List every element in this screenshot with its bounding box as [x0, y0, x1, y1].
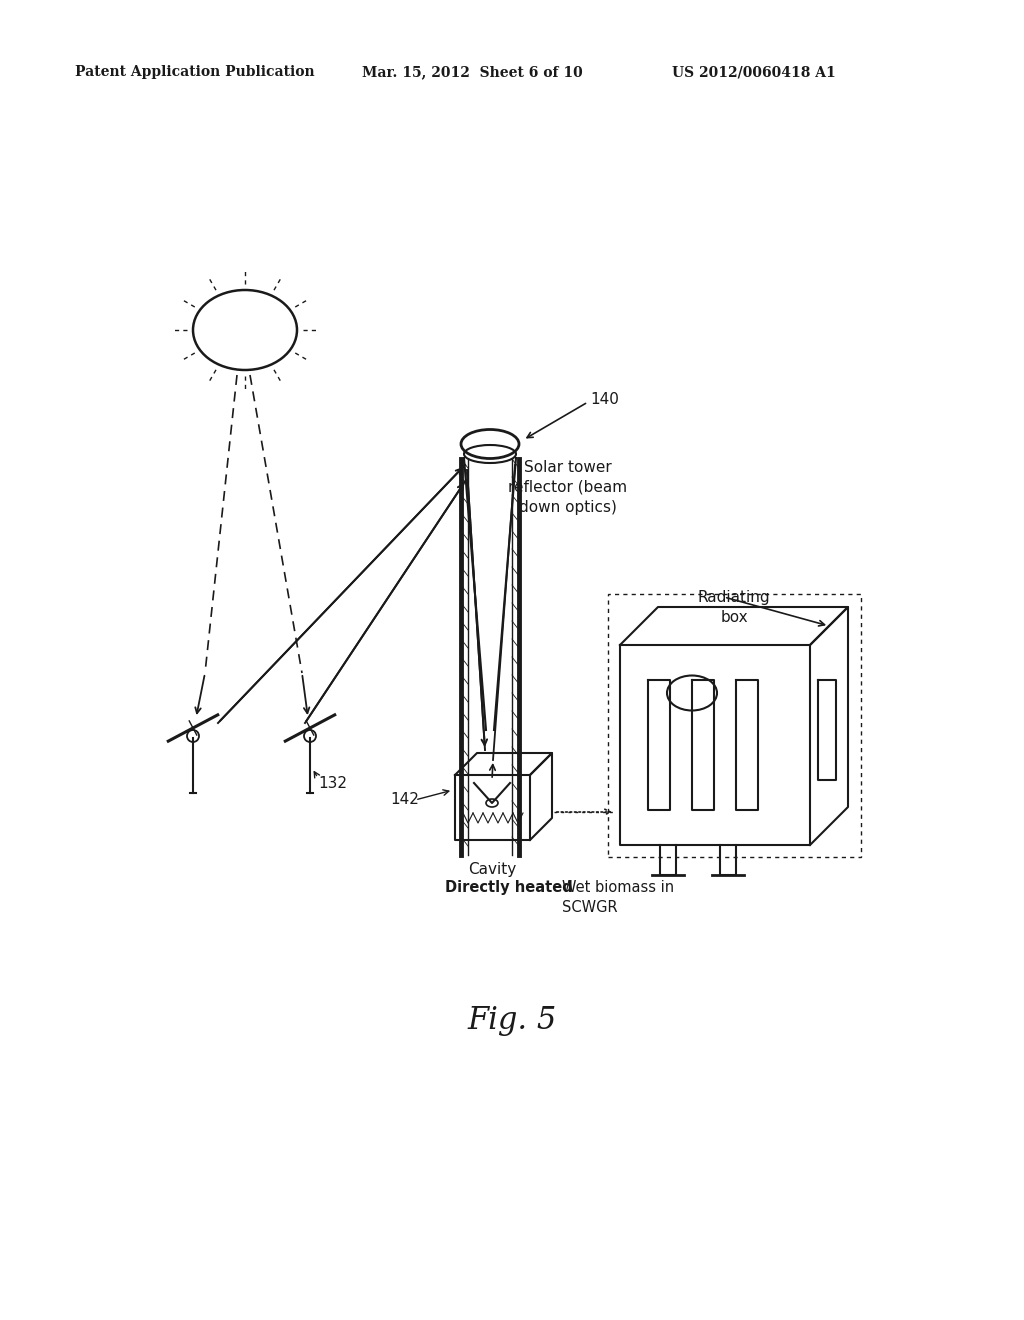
Text: Mar. 15, 2012  Sheet 6 of 10: Mar. 15, 2012 Sheet 6 of 10 — [362, 65, 583, 79]
Text: Fig. 5: Fig. 5 — [467, 1005, 557, 1035]
Text: US 2012/0060418 A1: US 2012/0060418 A1 — [672, 65, 836, 79]
Text: Wet biomass in
SCWGR: Wet biomass in SCWGR — [562, 880, 674, 915]
Text: 140: 140 — [590, 392, 618, 408]
Text: Cavity: Cavity — [468, 862, 516, 876]
Text: Directly heated: Directly heated — [445, 880, 572, 895]
Bar — [608, 594, 861, 857]
Text: Patent Application Publication: Patent Application Publication — [75, 65, 314, 79]
Text: Radiating
box: Radiating box — [697, 590, 770, 624]
Text: Solar tower
reflector (beam
down optics): Solar tower reflector (beam down optics) — [508, 459, 627, 515]
Text: 142: 142 — [390, 792, 419, 808]
Text: 132: 132 — [318, 776, 347, 791]
